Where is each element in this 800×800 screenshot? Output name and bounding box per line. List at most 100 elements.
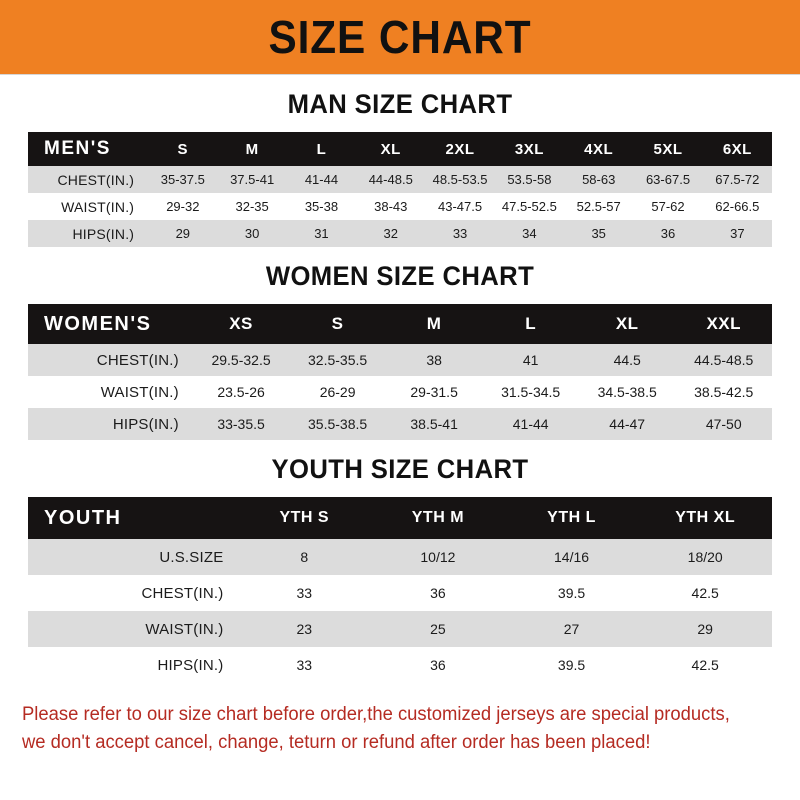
women-column-header: L	[525, 314, 537, 333]
women-cell: 31.5-34.5	[501, 384, 561, 400]
youth-column-header: YTH S	[279, 509, 330, 526]
man-row-label: CHEST(IN.)	[57, 171, 135, 188]
man-cell: 34	[522, 226, 537, 241]
man-cell: 35-38	[304, 199, 339, 214]
table-row: HIPS(IN.) 33-35.5 35.5-38.5 38.5-41 41-44 44-…	[28, 408, 772, 440]
youth-cell: 25	[430, 621, 446, 637]
man-cell: 32	[383, 226, 398, 241]
youth-table-body: U.S.SIZE 8 10/12 14/16 18/20 CHEST(IN.) 33 36 39…	[28, 539, 772, 683]
youth-cell: 33	[296, 657, 313, 673]
table-row: HIPS(IN.) 33 36 39.5 42.5	[28, 647, 772, 683]
man-column-header: 4XL	[584, 140, 614, 158]
man-cell: 62-66.5	[715, 199, 760, 214]
man-cell: 35-37.5	[160, 172, 205, 187]
youth-row-label: U.S.SIZE	[159, 548, 224, 566]
man-column-header: 6XL	[722, 140, 752, 158]
man-cell: 35	[591, 226, 606, 241]
man-cell: 53.5-58	[507, 172, 552, 187]
table-row: HIPS(IN.) 29 30 31 32 33 34 35 36 37	[28, 220, 772, 247]
youth-corner-header: YOUTH	[44, 506, 122, 529]
man-column-header: S	[177, 140, 189, 158]
women-cell: 38.5-41	[410, 416, 458, 432]
women-size-table: WOMEN'S XS S M L XL XXL CHEST(IN.) 29.5-32.5 32.…	[28, 304, 772, 440]
man-column-header: L	[316, 140, 327, 158]
youth-header-row: YOUTH YTH S YTH M YTH L YTH XL	[28, 497, 772, 539]
man-header-row: MEN'S S M L XL 2XL 3XL 4XL 5XL 6XL	[28, 132, 772, 166]
page-banner: SIZE CHART	[0, 0, 800, 75]
women-cell: 29-31.5	[410, 384, 458, 400]
youth-cell: 42.5	[691, 585, 719, 601]
man-cell: 57-62	[651, 199, 685, 214]
table-row: CHEST(IN.) 29.5-32.5 32.5-35.5 38 41 44.5 44.5…	[28, 344, 772, 376]
table-row: WAIST(IN.) 23.5-26 26-29 29-31.5 31.5-34.5 34…	[28, 376, 772, 408]
table-row: WAIST(IN.) 29-32 32-35 35-38 38-43 43-47.5 47.…	[28, 193, 772, 220]
women-row-label: CHEST(IN.)	[96, 351, 179, 369]
youth-cell: 29	[697, 621, 713, 637]
women-section-title: WOMEN SIZE CHART	[265, 261, 535, 291]
man-cell: 43-47.5	[438, 199, 483, 214]
man-cell: 33	[452, 226, 468, 241]
women-row-label: HIPS(IN.)	[112, 415, 179, 433]
man-cell: 63-67.5	[645, 172, 691, 187]
man-cell: 37.5-41	[230, 172, 275, 187]
women-column-header: XS	[229, 314, 253, 333]
man-cell: 38-43	[374, 199, 408, 214]
man-cell: 32-35	[235, 199, 269, 214]
women-cell: 47-50	[705, 416, 742, 432]
women-cell: 34.5-38.5	[597, 384, 657, 400]
man-cell: 29	[175, 226, 191, 241]
women-cell: 41	[522, 352, 539, 368]
women-cell: 44.5	[613, 352, 641, 368]
women-cell: 29.5-32.5	[211, 352, 271, 368]
man-row-label: HIPS(IN.)	[72, 225, 135, 242]
youth-cell: 36	[430, 585, 446, 601]
youth-cell: 18/20	[687, 549, 723, 565]
youth-cell: 23	[296, 621, 313, 637]
youth-section-title: YOUTH SIZE CHART	[271, 454, 529, 484]
disclaimer-line-1: Please refer to our size chart before or…	[22, 704, 730, 725]
women-cell: 23.5-26	[217, 384, 265, 400]
man-corner-header: MEN'S	[44, 138, 111, 159]
youth-cell: 10/12	[420, 549, 456, 565]
youth-table-head: YOUTH YTH S YTH M YTH L YTH XL	[28, 497, 772, 539]
man-cell: 37	[730, 226, 745, 241]
youth-cell: 39.5	[557, 657, 586, 673]
table-row: U.S.SIZE 8 10/12 14/16 18/20	[28, 539, 772, 575]
man-cell: 52.5-57	[576, 199, 621, 214]
page-title: SIZE CHART	[268, 11, 532, 63]
youth-column-header: YTH XL	[675, 509, 736, 526]
man-cell: 67.5-72	[715, 172, 760, 187]
youth-row-label: WAIST(IN.)	[145, 620, 224, 638]
man-section-title: MAN SIZE CHART	[287, 89, 513, 119]
order-disclaimer: Please refer to our size chart before or…	[22, 701, 755, 756]
women-table-head: WOMEN'S XS S M L XL XXL	[28, 304, 772, 344]
man-column-header: 5XL	[653, 140, 683, 158]
disclaimer-line-2: we don't accept cancel, change, teturn o…	[22, 731, 651, 753]
table-row: CHEST(IN.) 35-37.5 37.5-41 41-44 44-48.5 48.5…	[28, 166, 772, 193]
women-table-body: CHEST(IN.) 29.5-32.5 32.5-35.5 38 41 44.5 44.5…	[28, 344, 772, 440]
youth-cell: 33	[296, 585, 313, 601]
man-cell: 30	[244, 226, 260, 241]
women-corner-header: WOMEN'S	[44, 312, 152, 335]
women-cell: 26-29	[319, 384, 356, 400]
women-chart-wrapper: WOMEN'S XS S M L XL XXL CHEST(IN.) 29.5-32.5 32.…	[0, 304, 800, 440]
man-size-table: MEN'S S M L XL 2XL 3XL 4XL 5XL 6XL CHEST(IN.) 35-3…	[28, 132, 772, 247]
man-cell: 31	[314, 226, 329, 241]
man-row-label: WAIST(IN.)	[61, 198, 135, 215]
youth-cell: 42.5	[691, 657, 719, 673]
women-column-header: XL	[615, 314, 639, 333]
man-column-header: 2XL	[445, 140, 475, 158]
man-column-header: XL	[380, 140, 401, 158]
man-cell: 47.5-52.5	[501, 199, 557, 214]
women-header-row: WOMEN'S XS S M L XL XXL	[28, 304, 772, 344]
youth-cell: 39.5	[557, 585, 586, 601]
man-cell: 36	[660, 226, 676, 241]
women-row-label: WAIST(IN.)	[100, 383, 179, 401]
youth-chart-wrapper: YOUTH YTH S YTH M YTH L YTH XL U.S.SIZE 8 10/1…	[0, 497, 800, 683]
women-cell: 44-47	[609, 416, 646, 432]
man-table-body: CHEST(IN.) 35-37.5 37.5-41 41-44 44-48.5 48.5…	[28, 166, 772, 247]
youth-column-header: YTH M	[411, 509, 465, 526]
youth-cell: 8	[300, 549, 309, 565]
man-table-head: MEN'S S M L XL 2XL 3XL 4XL 5XL 6XL	[28, 132, 772, 166]
women-cell: 44.5-48.5	[694, 352, 754, 368]
